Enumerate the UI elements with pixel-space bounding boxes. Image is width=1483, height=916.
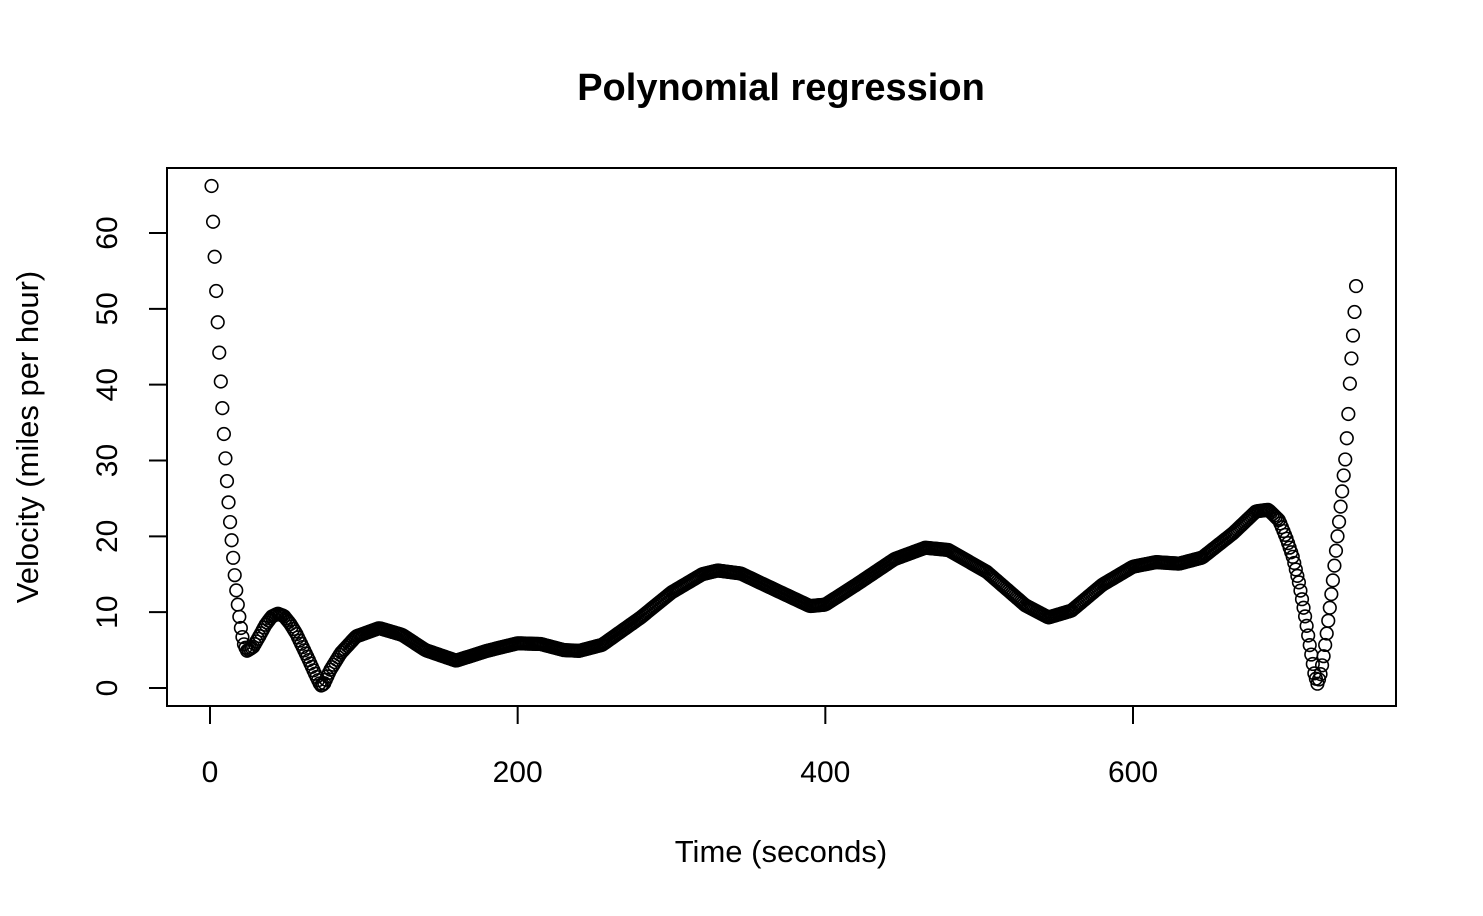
data-point <box>1288 562 1303 577</box>
data-point <box>218 451 233 466</box>
x-tick-label: 200 <box>493 756 543 789</box>
data-point <box>219 473 235 489</box>
data-point <box>1299 618 1314 633</box>
data-point <box>1301 628 1316 643</box>
x-axis: 0 200 400 600 <box>202 705 1158 789</box>
y-tick-label: 20 <box>91 520 124 553</box>
x-tick-label: 600 <box>1108 756 1158 789</box>
data-point <box>1296 600 1311 615</box>
data-point <box>1318 637 1333 653</box>
chart-title: Polynomial regression <box>577 67 985 109</box>
x-tick-label: 0 <box>202 756 219 789</box>
data-point <box>204 178 219 194</box>
data-point <box>1316 649 1331 664</box>
data-point <box>233 620 248 636</box>
data-point <box>1330 529 1345 544</box>
data-point <box>1335 484 1350 499</box>
data-point <box>222 514 238 530</box>
data-point <box>1338 452 1353 467</box>
data-point <box>1293 583 1308 598</box>
data-point <box>213 374 228 389</box>
data-point <box>1341 406 1356 422</box>
data-point <box>1322 600 1337 615</box>
data-point <box>226 550 241 565</box>
data-point <box>1344 351 1359 366</box>
data-point <box>232 609 247 624</box>
data-point <box>1290 568 1305 584</box>
y-axis: 0 10 20 30 40 50 60 <box>91 216 168 697</box>
data-point <box>209 283 224 299</box>
data-point <box>216 426 231 442</box>
data-point <box>235 629 250 645</box>
data-point <box>227 568 242 583</box>
data-point <box>207 249 222 264</box>
y-tick-label: 10 <box>91 595 124 628</box>
data-point <box>1294 592 1310 607</box>
y-axis-label: Velocity (miles per hour) <box>10 271 45 604</box>
data-point <box>1287 555 1302 571</box>
data-point <box>1314 658 1330 673</box>
data-point <box>221 495 236 510</box>
data-point <box>1348 278 1364 294</box>
data-point <box>1291 575 1307 590</box>
data-point <box>224 533 239 548</box>
data-point <box>1313 666 1328 682</box>
data-point <box>1342 376 1357 391</box>
y-tick-label: 50 <box>91 292 124 325</box>
data-point <box>1336 468 1351 483</box>
data-point <box>1302 638 1317 653</box>
x-axis-label: Time (seconds) <box>675 834 887 869</box>
data-point <box>210 315 225 330</box>
data-point <box>1319 626 1334 641</box>
data-point <box>1328 543 1344 558</box>
plot-frame <box>166 167 1397 707</box>
data-point <box>1321 613 1336 628</box>
data-point <box>1324 586 1339 602</box>
data-point <box>229 583 244 598</box>
data-points <box>204 178 1364 693</box>
y-tick-label: 0 <box>91 680 124 697</box>
data-point <box>212 345 227 360</box>
data-point <box>1311 672 1327 687</box>
data-point <box>1331 514 1347 529</box>
data-point <box>205 214 221 229</box>
y-tick-label: 30 <box>91 444 124 477</box>
x-tick-label: 400 <box>800 756 850 789</box>
data-point <box>1333 499 1348 514</box>
data-point <box>1327 558 1342 573</box>
data-point <box>1305 656 1320 672</box>
data-point <box>1297 609 1313 624</box>
data-point <box>1345 328 1361 343</box>
data-point <box>215 401 230 416</box>
data-point <box>1325 573 1340 588</box>
data-point <box>230 597 245 612</box>
y-tick-label: 40 <box>91 368 124 401</box>
y-tick-label: 60 <box>91 216 124 249</box>
data-point <box>1347 304 1362 320</box>
data-point <box>1339 431 1354 446</box>
